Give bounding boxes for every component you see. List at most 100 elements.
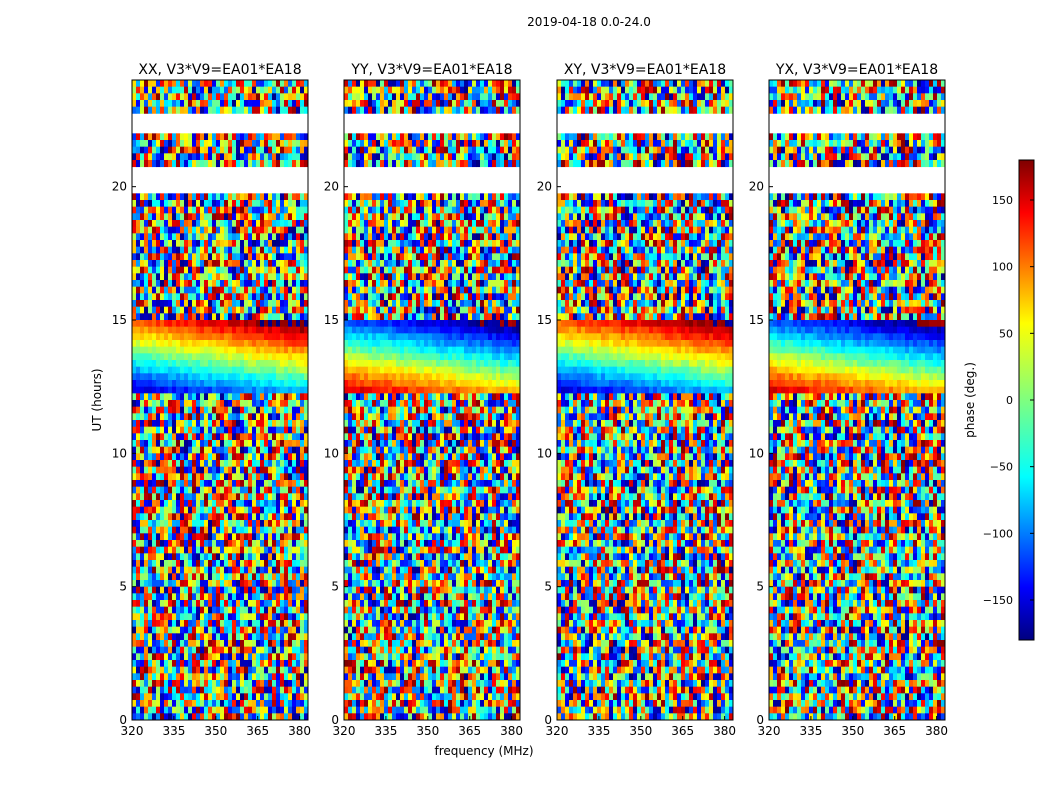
heatmap-cell (284, 480, 288, 487)
heatmap-cell (208, 567, 212, 574)
heatmap-cell (160, 80, 164, 87)
heatmap-cell (508, 87, 512, 94)
heatmap-cell (244, 627, 248, 634)
heatmap-cell (132, 260, 136, 267)
y-tick-label: 5 (119, 580, 127, 594)
heatmap-cell (168, 633, 172, 640)
heatmap-cell (152, 520, 156, 527)
heatmap-cell (492, 220, 496, 227)
heatmap-cell (232, 460, 236, 467)
heatmap-cell (164, 267, 168, 274)
heatmap-cell (152, 587, 156, 594)
heatmap-cell (480, 193, 484, 200)
heatmap-cell (140, 360, 144, 367)
heatmap-cell (272, 460, 276, 467)
heatmap-cell (192, 513, 196, 520)
heatmap-cell (412, 87, 416, 94)
heatmap-cell (240, 333, 244, 340)
heatmap-cell (152, 273, 156, 280)
heatmap-cell (132, 333, 136, 340)
heatmap-cell (296, 653, 300, 660)
heatmap-cell (164, 487, 168, 494)
heatmap-cell (256, 673, 260, 680)
heatmap-cell (192, 147, 196, 154)
heatmap-cell (164, 613, 168, 620)
heatmap-cell (296, 473, 300, 480)
heatmap-cell (248, 420, 252, 427)
heatmap-cell (296, 393, 300, 400)
heatmap-cell (272, 433, 276, 440)
heatmap-cell (272, 467, 276, 474)
heatmap-cell (288, 580, 292, 587)
heatmap-cell (236, 547, 240, 554)
heatmap-cell (220, 473, 224, 480)
heatmap-cell (252, 360, 256, 367)
heatmap-cell (300, 653, 304, 660)
heatmap-cell (208, 460, 212, 467)
heatmap-cell (464, 93, 468, 100)
heatmap-cell (168, 200, 172, 207)
heatmap-cell (260, 253, 264, 260)
heatmap-cell (220, 587, 224, 594)
heatmap-cell (256, 360, 260, 367)
heatmap-cell (260, 587, 264, 594)
heatmap-cell (260, 607, 264, 614)
heatmap-cell (208, 647, 212, 654)
heatmap-cell (360, 253, 364, 260)
heatmap-cell (204, 407, 208, 414)
heatmap-cell (240, 273, 244, 280)
heatmap-cell (388, 87, 392, 94)
heatmap-cell (408, 253, 412, 260)
heatmap-cell (256, 153, 260, 160)
heatmap-cell (188, 413, 192, 420)
heatmap-cell (180, 253, 184, 260)
heatmap-cell (404, 100, 408, 107)
heatmap-cell (184, 593, 188, 600)
heatmap-cell (268, 293, 272, 300)
heatmap-cell (156, 267, 160, 274)
heatmap-cell (144, 560, 148, 567)
heatmap-cell (256, 313, 260, 320)
heatmap-cell (260, 647, 264, 654)
heatmap-cell (180, 233, 184, 240)
heatmap-cell (496, 160, 500, 167)
heatmap-cell (164, 493, 168, 500)
heatmap-cell (376, 100, 380, 107)
heatmap-cell (200, 193, 204, 200)
heatmap-cell (240, 587, 244, 594)
heatmap-cell (264, 207, 268, 214)
heatmap-cell (456, 273, 460, 280)
heatmap-cell (132, 327, 136, 334)
heatmap-cell (460, 140, 464, 147)
heatmap-cell (192, 100, 196, 107)
heatmap-cell (136, 693, 140, 700)
heatmap-cell (156, 640, 160, 647)
heatmap-cell (288, 713, 292, 720)
heatmap-cell (256, 500, 260, 507)
heatmap-cell (292, 607, 296, 614)
heatmap-cell (244, 193, 248, 200)
heatmap-cell (248, 707, 252, 714)
heatmap-cell (268, 533, 272, 540)
heatmap-cell (200, 380, 204, 387)
heatmap-cell (204, 660, 208, 667)
heatmap-cell (476, 220, 480, 227)
heatmap-cell (204, 453, 208, 460)
heatmap-cell (496, 133, 500, 140)
heatmap-cell (160, 593, 164, 600)
heatmap-cell (272, 87, 276, 94)
heatmap-cell (140, 640, 144, 647)
heatmap-cell (148, 133, 152, 140)
heatmap-cell (156, 693, 160, 700)
heatmap-cell (408, 273, 412, 280)
heatmap-cell (176, 300, 180, 307)
heatmap-cell (512, 233, 516, 240)
heatmap-cell (212, 247, 216, 254)
heatmap-cell (296, 227, 300, 234)
heatmap-cell (352, 233, 356, 240)
heatmap-cell (268, 480, 272, 487)
heatmap-cell (260, 287, 264, 294)
heatmap-cell (204, 620, 208, 627)
heatmap-cell (172, 393, 176, 400)
heatmap-cell (260, 433, 264, 440)
